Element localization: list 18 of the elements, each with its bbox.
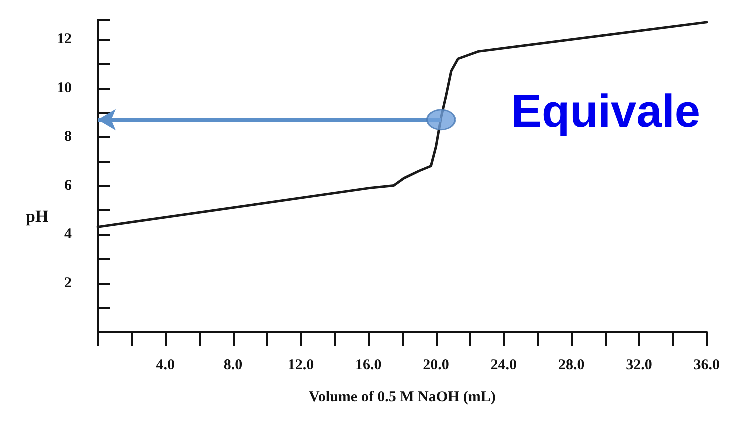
x-tick-label: 24.0 <box>490 358 518 374</box>
x-tick-label: 36.0 <box>694 358 720 374</box>
y-tick-label: 6 <box>64 178 72 194</box>
y-tick-label: 12 <box>57 32 72 48</box>
x-tick-label: 4.0 <box>156 358 176 374</box>
x-tick-label: 12.0 <box>288 358 314 374</box>
annotation: Equivale <box>511 84 701 138</box>
y-tick-label: 10 <box>57 80 72 96</box>
x-tick-label: 32.0 <box>626 358 652 374</box>
x-tick-label: 20.0 <box>423 358 450 374</box>
x-tick-label: 8.0 <box>224 358 243 374</box>
x-tick-label: 16.0 <box>355 358 382 374</box>
x-tick-label: 28.0 <box>558 358 585 374</box>
y-tick-label: 4 <box>64 226 72 242</box>
x-axis-title: Volume of 0.5 M NaOH (mL) <box>308 390 496 406</box>
y-tick-label: 8 <box>64 129 72 145</box>
y-axis-title: pH <box>26 207 49 226</box>
y-tick-label: 2 <box>64 275 72 292</box>
